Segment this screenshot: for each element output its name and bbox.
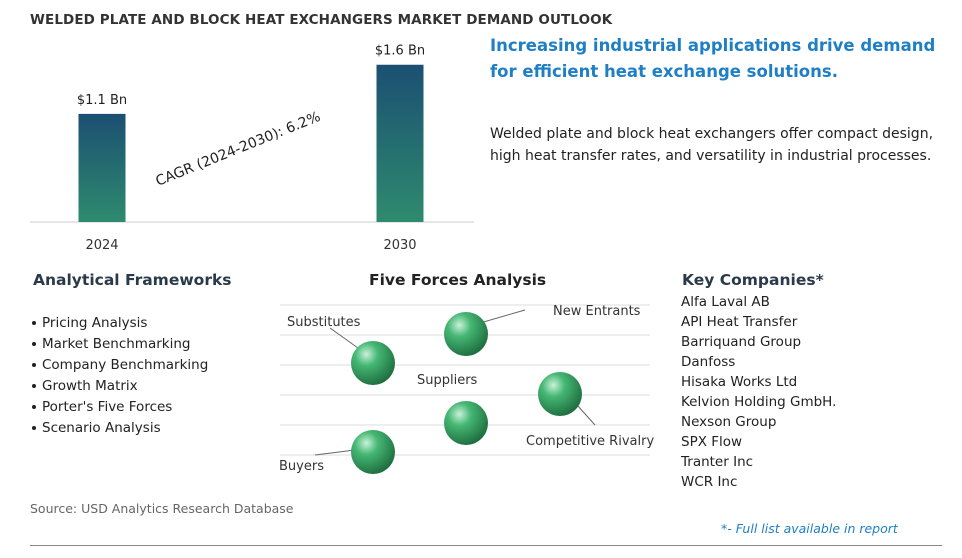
framework-item: Pricing Analysis	[30, 313, 208, 334]
key-companies-title: Key Companies*	[682, 271, 824, 289]
bullet-icon	[32, 405, 36, 409]
framework-item: Growth Matrix	[30, 376, 208, 397]
framework-item: Scenario Analysis	[30, 418, 208, 439]
company-item: SPX Flow	[681, 434, 743, 450]
force-label-substitutes: Substitutes	[287, 315, 361, 330]
framework-item: Porter's Five Forces	[30, 397, 208, 418]
sphere-suppliers	[444, 401, 488, 445]
bullet-icon	[32, 321, 36, 325]
force-label-competitive-rivalry: Competitive Rivalry	[526, 434, 655, 449]
key-companies-list: Alfa Laval AB API Heat Transfer Barriquand…	[681, 292, 836, 492]
framework-item-label: Porter's Five Forces	[42, 399, 173, 415]
bottom-divider	[30, 545, 942, 546]
x-tick-label: 2030	[383, 238, 416, 253]
force-label-suppliers: Suppliers	[417, 373, 478, 388]
headline-text: Increasing industrial applications drive…	[490, 36, 936, 81]
bar-chart: $1.1 Bn 2024 $1.6 Bn 2030 CAGR (2024-2030):…	[30, 44, 474, 253]
force-connectors	[314, 309, 596, 456]
five-forces-title: Five Forces Analysis	[369, 271, 547, 289]
bullet-icon	[32, 342, 36, 346]
bar-2024	[78, 113, 126, 222]
force-label-new-entrants: New Entrants	[553, 304, 641, 319]
framework-item-label: Market Benchmarking	[42, 336, 191, 352]
bullet-icon	[32, 363, 36, 367]
company-item: Barriquand Group	[681, 334, 802, 350]
source-note: Source: USD Analytics Research Database	[30, 501, 294, 516]
company-item: Tranter Inc	[681, 454, 754, 470]
sphere-competitive-rivalry	[538, 372, 582, 416]
sphere-new-entrants	[444, 312, 488, 356]
framework-item-label: Pricing Analysis	[42, 315, 148, 331]
x-tick-label: 2024	[85, 238, 118, 253]
company-item: Danfoss	[681, 354, 736, 370]
analytical-frameworks-list: Pricing Analysis Market Benchmarking Compa…	[30, 313, 208, 439]
description-text: Welded plate and block heat exchangers o…	[490, 126, 934, 164]
bar-value-label: $1.6 Bn	[375, 44, 425, 59]
bar-2030	[376, 64, 424, 222]
bar-value-label: $1.1 Bn	[77, 93, 127, 108]
sphere-buyers	[351, 430, 395, 474]
company-item: WCR Inc	[681, 474, 738, 490]
company-item: Alfa Laval AB	[681, 294, 770, 310]
force-label-buyers: Buyers	[279, 459, 324, 474]
framework-item: Market Benchmarking	[30, 334, 208, 355]
company-item: Nexson Group	[681, 414, 777, 430]
analytical-frameworks-title: Analytical Frameworks	[33, 271, 232, 289]
framework-item-label: Company Benchmarking	[42, 357, 209, 373]
framework-item-label: Growth Matrix	[42, 378, 138, 394]
framework-item-label: Scenario Analysis	[42, 420, 161, 436]
five-forces-diagram	[280, 304, 650, 474]
page-title: WELDED PLATE AND BLOCK HEAT EXCHANGERS M…	[30, 12, 613, 28]
framework-item: Company Benchmarking	[30, 355, 208, 376]
company-item: API Heat Transfer	[681, 314, 798, 330]
sphere-substitutes	[351, 341, 395, 385]
company-item: Kelvion Holding GmbH.	[681, 394, 837, 410]
bullet-icon	[32, 426, 36, 430]
cagr-annotation: CAGR (2024-2030): 6.2%	[154, 109, 323, 190]
bullet-icon	[32, 384, 36, 388]
company-item: Hisaka Works Ltd	[681, 374, 798, 390]
footnote: *- Full list available in report	[721, 521, 898, 536]
